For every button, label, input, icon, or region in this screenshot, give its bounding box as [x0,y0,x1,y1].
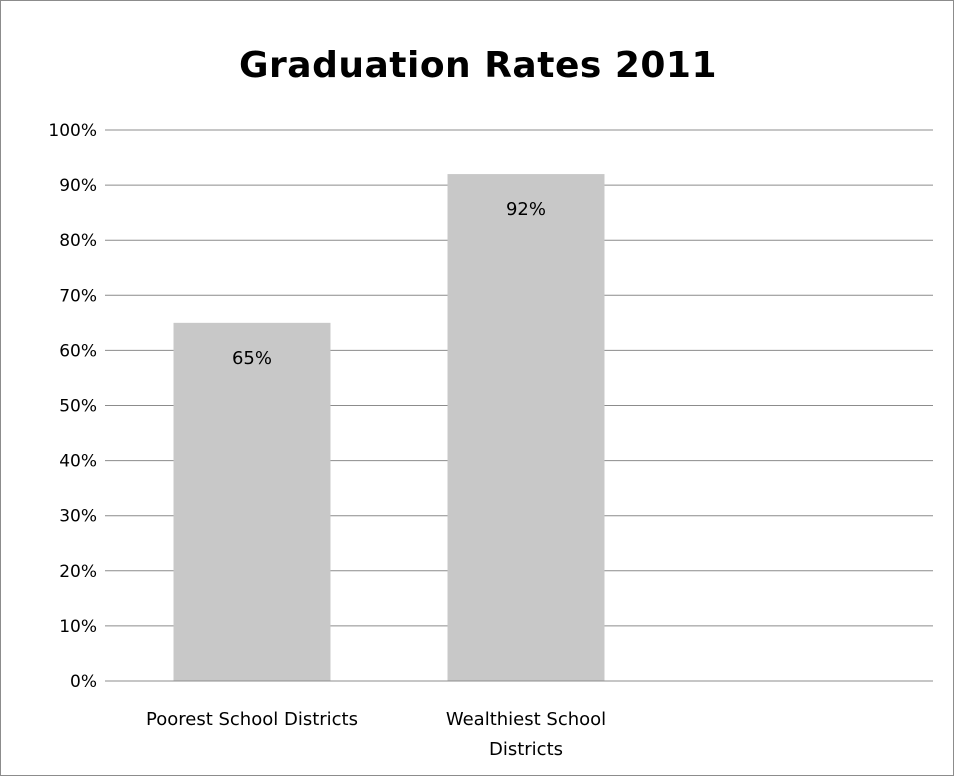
y-axis-tick-labels: 0% 10% 20% 30% 40% 50% 60% 70% 80% 90% 100% [48,121,97,692]
y-tick-label: 0% [70,672,97,692]
bars [173,174,605,681]
y-tick-label: 100% [48,121,97,141]
bar-data-label: 92% [506,199,546,220]
x-axis-category-labels: Poorest School Districts Wealthiest Schoo… [146,709,606,760]
chart-title: Graduation Rates 2011 [238,45,718,86]
y-tick-label: 80% [59,231,97,251]
x-category-label: Districts [489,739,563,760]
bar [173,322,331,681]
y-tick-label: 20% [59,562,97,582]
bar-data-label: 65% [232,348,272,369]
y-tick-label: 60% [59,341,97,361]
y-tick-label: 50% [59,397,97,417]
y-tick-label: 30% [59,507,97,527]
x-category-label: Wealthiest School [446,709,606,730]
data-labels: 65% 92% [232,199,546,369]
y-tick-label: 40% [59,452,97,472]
bar [447,174,605,681]
y-tick-label: 10% [59,617,97,637]
y-tick-label: 90% [59,176,97,196]
x-category-label: Poorest School Districts [146,709,358,730]
y-tick-label: 70% [59,286,97,306]
